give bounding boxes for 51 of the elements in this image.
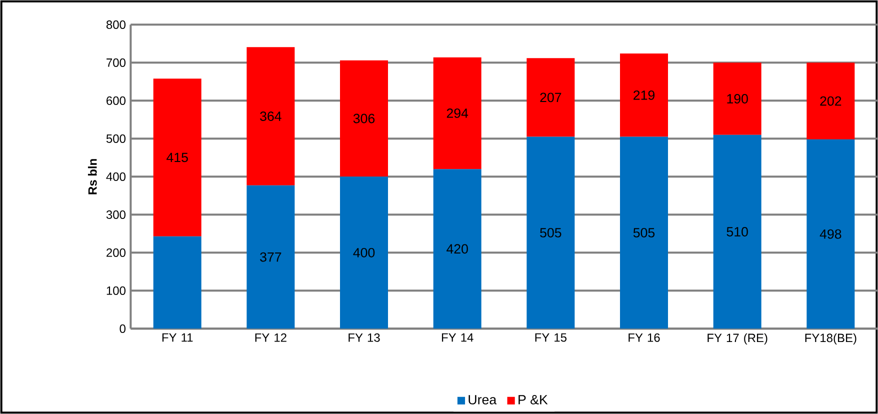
y-tick-label: 800: [106, 20, 126, 29]
x-tick-label: FY 16: [628, 333, 660, 342]
data-label: 219: [634, 90, 654, 100]
x-tick-label: FY 15: [535, 333, 566, 342]
bar: [153, 236, 202, 329]
y-tick-label: 500: [106, 134, 126, 143]
bar: [806, 139, 855, 329]
legend-label: Urea: [468, 395, 497, 404]
data-label: 420: [446, 244, 468, 254]
x-tick-label: FY 11: [162, 333, 193, 342]
legend-label: P &K: [518, 395, 548, 404]
x-tick-label: FY 17 (RE): [708, 333, 768, 345]
bar: [620, 136, 668, 329]
x-tick-label: FY 13: [348, 333, 380, 342]
data-label: 364: [260, 112, 282, 121]
data-label: 207: [540, 92, 562, 102]
y-tick-label: 600: [106, 96, 126, 105]
data-label: 505: [540, 228, 562, 238]
y-tick-label: 700: [106, 58, 126, 67]
data-label: 400: [353, 248, 375, 258]
bar: [526, 136, 575, 329]
bar: [526, 58, 575, 137]
bar: [340, 176, 388, 329]
bar: [713, 62, 762, 135]
data-label: 190: [727, 94, 748, 104]
bar: [340, 60, 388, 177]
data-label: 505: [633, 228, 655, 238]
y-tick-label: 300: [106, 210, 126, 219]
bar: [433, 169, 482, 329]
x-tick-label: FY 14: [442, 333, 474, 342]
bar: [620, 54, 668, 137]
data-label: 377: [260, 252, 282, 262]
y-tick-label: 200: [106, 248, 126, 257]
x-tick-label: FY 12: [255, 333, 286, 342]
bar: [433, 57, 482, 170]
data-label: 294: [446, 108, 468, 118]
y-axis-title: Rs bln: [88, 159, 97, 194]
data-label: 306: [353, 114, 375, 124]
x-tick-label: FY18(BE): [805, 333, 856, 345]
data-label: 415: [166, 152, 188, 162]
bar: [246, 185, 295, 329]
y-tick-label: 400: [106, 172, 126, 181]
data-label: 202: [820, 96, 842, 106]
bar: [713, 134, 762, 329]
y-tick-label: 100: [106, 286, 126, 295]
bar: [806, 62, 855, 140]
data-label: 510: [726, 227, 748, 236]
bar: [246, 47, 295, 186]
y-tick-label: 0: [120, 324, 126, 333]
bar: [153, 78, 202, 236]
data-label: 498: [820, 229, 842, 239]
